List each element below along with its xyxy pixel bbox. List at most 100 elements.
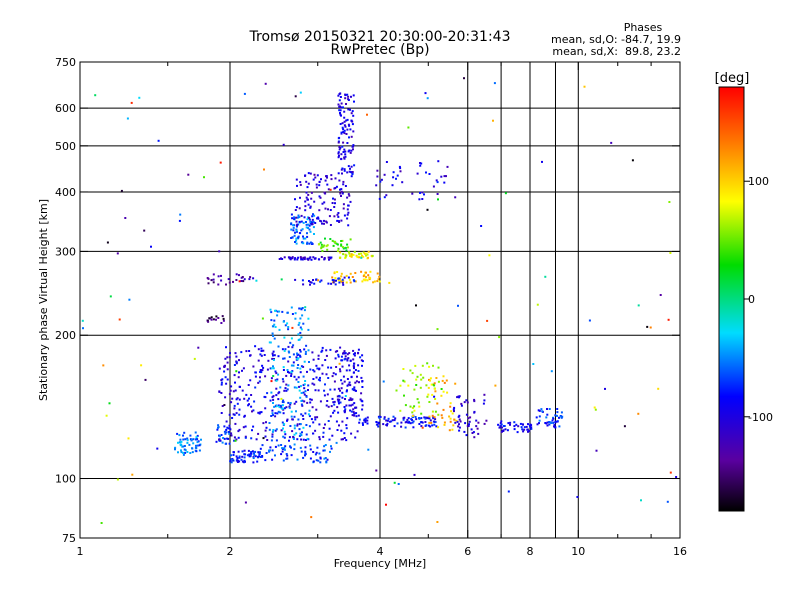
data-point (195, 450, 198, 453)
data-point (416, 172, 419, 175)
data-point (241, 460, 244, 463)
data-point (550, 422, 553, 424)
data-point (344, 408, 347, 411)
data-point (336, 213, 339, 216)
data-point (126, 117, 129, 120)
data-point (225, 346, 227, 349)
data-point (442, 390, 445, 393)
data-point (230, 385, 233, 388)
data-point (272, 365, 274, 368)
data-point (364, 419, 367, 422)
data-point (340, 243, 343, 246)
data-point (295, 224, 298, 227)
data-point (248, 455, 251, 458)
data-point (318, 184, 321, 187)
data-point (342, 207, 345, 210)
data-point (504, 428, 507, 431)
data-point (345, 119, 348, 122)
data-point (233, 439, 236, 442)
data-point (253, 452, 255, 455)
data-point (300, 400, 303, 402)
data-point (338, 99, 341, 102)
data-point (353, 354, 356, 357)
data-point (338, 154, 340, 157)
data-point (476, 427, 479, 430)
data-point (492, 119, 494, 122)
data-point (349, 128, 352, 131)
data-point (428, 421, 431, 424)
data-point (346, 171, 349, 174)
data-point (350, 171, 353, 174)
data-point (196, 441, 199, 444)
data-point (456, 420, 459, 423)
data-point (233, 436, 236, 439)
data-point (346, 213, 349, 216)
data-point (261, 369, 264, 372)
data-point (311, 215, 314, 218)
data-point (313, 282, 316, 285)
data-point (428, 401, 431, 403)
data-point (401, 181, 404, 184)
data-point (352, 411, 355, 414)
data-point (348, 399, 351, 402)
data-point (329, 450, 331, 453)
data-point (434, 398, 437, 400)
data-point (340, 195, 342, 197)
data-point (304, 390, 307, 393)
data-point (238, 280, 241, 283)
data-point (295, 230, 298, 233)
data-point (343, 120, 346, 123)
data-point (282, 427, 284, 430)
data-point (315, 186, 318, 189)
data-point (295, 206, 298, 209)
data-point (299, 317, 302, 320)
data-point (329, 188, 332, 191)
data-point (289, 341, 292, 344)
data-point (364, 417, 367, 420)
data-point (440, 175, 443, 178)
data-point (314, 429, 317, 432)
data-point (375, 184, 378, 187)
data-point (276, 314, 279, 317)
data-point (637, 304, 640, 307)
data-point (441, 416, 444, 419)
data-point (356, 430, 359, 433)
data-point (241, 455, 244, 458)
data-point (427, 386, 430, 389)
data-point (303, 216, 306, 219)
data-point (293, 424, 296, 427)
data-point (344, 256, 347, 259)
data-point (473, 436, 476, 439)
x-tick-label: 10 (571, 545, 585, 558)
data-point (348, 352, 351, 355)
data-point (336, 350, 339, 353)
data-point (347, 123, 350, 126)
data-point (257, 381, 260, 384)
data-point (264, 429, 267, 432)
data-point (296, 352, 298, 355)
data-point (458, 429, 461, 432)
data-point (349, 409, 352, 412)
data-point (315, 364, 318, 367)
data-point (366, 279, 369, 282)
data-point (347, 357, 350, 360)
data-point (373, 280, 376, 283)
data-point (637, 412, 640, 415)
data-point (290, 237, 293, 239)
data-point (453, 410, 455, 413)
data-point (419, 162, 421, 164)
data-point (307, 182, 310, 185)
data-point (312, 256, 315, 259)
data-point (433, 395, 436, 398)
data-point (553, 425, 555, 428)
data-point (334, 241, 336, 244)
data-point (311, 351, 314, 354)
data-point (314, 176, 317, 179)
data-point (558, 416, 560, 419)
data-point (300, 413, 303, 416)
data-point (307, 328, 310, 331)
data-point (415, 304, 417, 307)
data-point (144, 378, 147, 381)
data-point (507, 422, 510, 425)
